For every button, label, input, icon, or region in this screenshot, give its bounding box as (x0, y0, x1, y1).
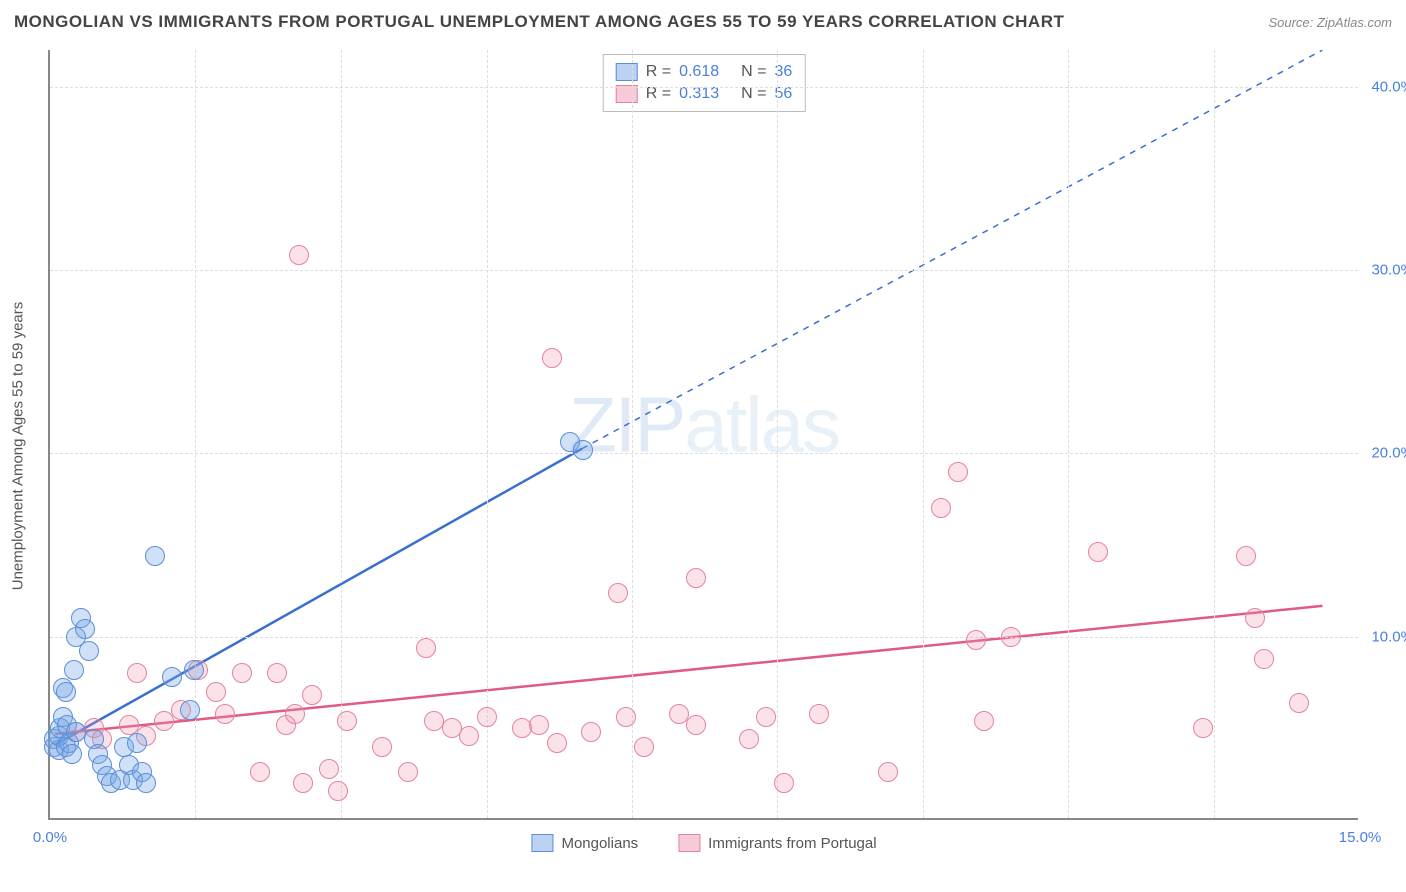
scatter-point (1254, 649, 1274, 669)
swatch-blue-icon (616, 63, 638, 81)
n-label: N = (741, 85, 766, 103)
scatter-point (931, 498, 951, 518)
scatter-point (974, 711, 994, 731)
scatter-point (180, 700, 200, 720)
scatter-point (529, 715, 549, 735)
scatter-point (756, 707, 776, 727)
y-axis-label: Unemployment Among Ages 55 to 59 years (10, 302, 27, 591)
scatter-point (337, 711, 357, 731)
stats-legend: R = 0.618 N = 36 R = 0.313 N = 56 (603, 54, 806, 112)
gridline-v (341, 50, 342, 818)
gridline-v (923, 50, 924, 818)
legend-item-portugal: Immigrants from Portugal (678, 834, 876, 852)
trend-lines (50, 50, 1358, 818)
scatter-point (372, 737, 392, 757)
swatch-pink-icon (678, 834, 700, 852)
gridline-v (777, 50, 778, 818)
y-tick-label: 20.0% (1371, 445, 1406, 462)
scatter-point (634, 737, 654, 757)
scatter-point (608, 583, 628, 603)
scatter-point (1245, 608, 1265, 628)
scatter-point (459, 726, 479, 746)
y-tick-label: 40.0% (1371, 78, 1406, 95)
scatter-point (293, 773, 313, 793)
n-label: N = (741, 63, 766, 81)
scatter-point (1289, 693, 1309, 713)
scatter-point (1236, 546, 1256, 566)
scatter-point (398, 762, 418, 782)
scatter-point (774, 773, 794, 793)
scatter-point (573, 440, 593, 460)
scatter-point (1001, 627, 1021, 647)
scatter-point (267, 663, 287, 683)
scatter-point (127, 733, 147, 753)
swatch-pink-icon (616, 85, 638, 103)
legend-label-portugal: Immigrants from Portugal (708, 835, 876, 852)
y-tick-label: 30.0% (1371, 262, 1406, 279)
legend-item-mongolians: Mongolians (531, 834, 638, 852)
scatter-point (136, 773, 156, 793)
scatter-point (542, 348, 562, 368)
scatter-point (127, 663, 147, 683)
scatter-point (250, 762, 270, 782)
gridline-v (1068, 50, 1069, 818)
scatter-point (1193, 718, 1213, 738)
scatter-point (302, 685, 322, 705)
scatter-point (878, 762, 898, 782)
scatter-point (686, 715, 706, 735)
r-value-mongolians: 0.618 (679, 63, 719, 81)
watermark: ZIPatlas (569, 379, 839, 470)
scatter-point (62, 744, 82, 764)
r-value-portugal: 0.313 (679, 85, 719, 103)
gridline-v (632, 50, 633, 818)
gridline-h (50, 87, 1358, 88)
y-tick-label: 10.0% (1371, 628, 1406, 645)
gridline-h (50, 637, 1358, 638)
gridline-v (487, 50, 488, 818)
scatter-point (289, 245, 309, 265)
scatter-point (154, 711, 174, 731)
r-label: R = (646, 85, 671, 103)
scatter-point (145, 546, 165, 566)
x-tick-label: 0.0% (33, 829, 67, 846)
scatter-point (232, 663, 252, 683)
scatter-point (64, 660, 84, 680)
scatter-point (809, 704, 829, 724)
gridline-h (50, 270, 1358, 271)
scatter-point (1088, 542, 1108, 562)
scatter-point (184, 660, 204, 680)
scatter-point (319, 759, 339, 779)
legend-label-mongolians: Mongolians (561, 835, 638, 852)
scatter-point (206, 682, 226, 702)
scatter-point (416, 638, 436, 658)
scatter-point (56, 682, 76, 702)
r-label: R = (646, 63, 671, 81)
gridline-v (1214, 50, 1215, 818)
scatter-point (616, 707, 636, 727)
scatter-point (328, 781, 348, 801)
scatter-point (686, 568, 706, 588)
x-tick-label: 15.0% (1339, 829, 1382, 846)
scatter-point (581, 722, 601, 742)
chart-title: MONGOLIAN VS IMMIGRANTS FROM PORTUGAL UN… (14, 12, 1064, 32)
scatter-point (285, 704, 305, 724)
scatter-point (739, 729, 759, 749)
scatter-point (75, 619, 95, 639)
scatter-point (966, 630, 986, 650)
swatch-blue-icon (531, 834, 553, 852)
scatter-point (79, 641, 99, 661)
scatter-point (477, 707, 497, 727)
stats-row-mongolians: R = 0.618 N = 36 (616, 61, 793, 83)
bottom-legend: Mongolians Immigrants from Portugal (531, 834, 876, 852)
scatter-point (162, 667, 182, 687)
source-label: Source: ZipAtlas.com (1268, 15, 1392, 30)
scatter-point (547, 733, 567, 753)
gridline-h (50, 453, 1358, 454)
plot-area: ZIPatlas R = 0.618 N = 36 R = 0.313 N = … (48, 50, 1358, 820)
scatter-point (215, 704, 235, 724)
scatter-point (948, 462, 968, 482)
